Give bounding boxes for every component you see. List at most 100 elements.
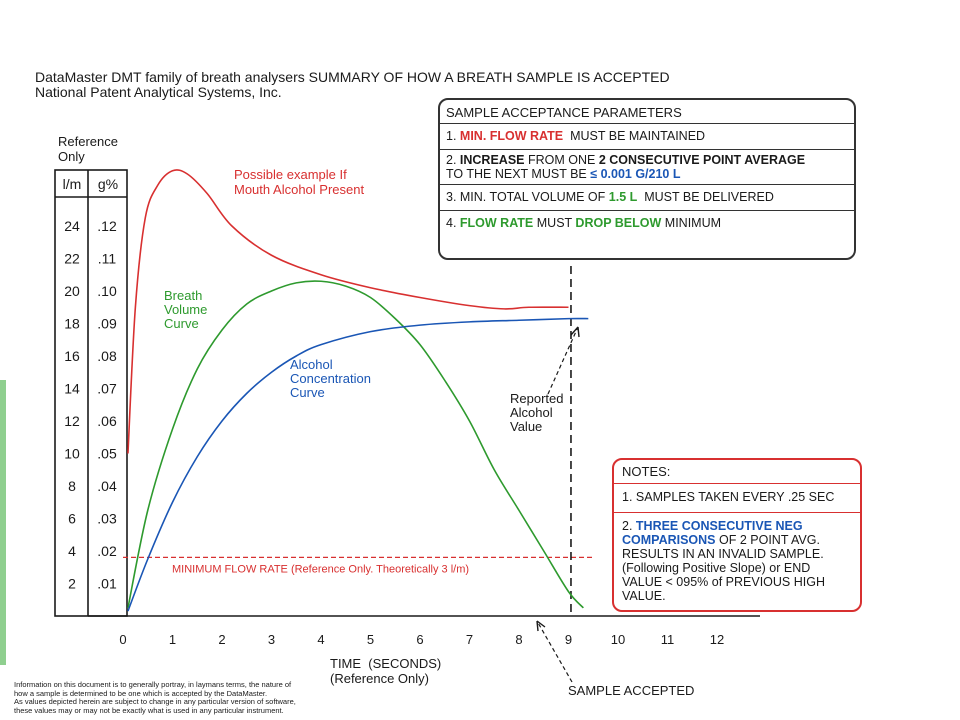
parameters-header: SAMPLE ACCEPTANCE PARAMETERS	[446, 105, 682, 120]
notes-box: NOTES: 1. SAMPLES TAKEN EVERY .25 SEC 2.…	[612, 458, 862, 612]
reported-label-line-2: Alcohol	[510, 405, 553, 420]
parameter-2: 2. INCREASE FROM ONE 2 CONSECUTIVE POINT…	[440, 149, 854, 184]
x-tick: 10	[611, 632, 625, 647]
reported-alcohol-value-label: Reported Alcohol Value	[510, 391, 567, 434]
param-4-text-end: MINIMUM	[661, 216, 722, 230]
alcohol-concentration-curve	[127, 317, 589, 612]
param-3-text: 3. MIN. TOTAL VOLUME OF	[446, 190, 609, 204]
x-axis-label: TIME (SECONDS) (Reference Only)	[330, 656, 441, 686]
param-2-line-2: TO THE NEXT MUST BE	[446, 167, 591, 181]
y-left-tick: 6	[68, 511, 76, 527]
y-left-tick: 2	[68, 576, 76, 592]
footer-line-3: As values depicted herein are subject to…	[14, 697, 296, 706]
y-right-tick: .06	[97, 413, 117, 429]
note-2: 2. THREE CONSECUTIVE NEG COMPARISONS OF …	[614, 513, 860, 606]
green-series-label: Breath Volume Curve	[164, 288, 211, 331]
blue-series-label-line-2: Concentration	[290, 371, 371, 386]
footer-line-4: these values may or may not be exactly w…	[14, 705, 284, 715]
y-left-tick: 20	[64, 283, 80, 299]
x-tick-labels: 0 1 2 3 4 5 6 7 8 9 10 11 12	[119, 632, 724, 647]
red-series-label-line-2: Mouth Alcohol Present	[234, 182, 364, 197]
y-right-tick: .09	[97, 316, 117, 332]
param-2-bold-2: 2 CONSECUTIVE POINT AVERAGE	[598, 153, 806, 167]
param-3-highlight: 1.5 L	[608, 190, 638, 204]
y-header-gpct: g%	[98, 176, 118, 192]
green-series-label-line-2: Volume	[164, 302, 207, 317]
footer-line-2: how a sample is determined to be one whi…	[14, 688, 268, 698]
red-series-label: Possible example If Mouth Alcohol Presen…	[234, 167, 364, 197]
y-left-tick: 10	[64, 446, 80, 462]
x-tick: 2	[218, 632, 225, 647]
x-tick: 1	[169, 632, 176, 647]
breath-volume-curve	[127, 280, 584, 609]
param-2-highlight: ≤ 0.001 G/210 L	[590, 167, 681, 181]
mouth-alcohol-curve	[127, 169, 569, 454]
note-1: 1. SAMPLES TAKEN EVERY .25 SEC	[614, 484, 860, 513]
param-2-bold-1: INCREASE	[459, 153, 525, 167]
green-series-label-line-3: Curve	[164, 316, 199, 331]
sample-accepted-arrowhead	[536, 620, 546, 632]
y-left-tick: 18	[64, 316, 80, 332]
reference-note-line-2: Only	[58, 149, 85, 164]
green-series-label-line-1: Breath	[164, 288, 202, 303]
y-left-tick: 8	[68, 478, 76, 494]
title-line-2: National Patent Analytical Systems, Inc.	[35, 84, 282, 100]
param-2-number: 2.	[446, 153, 460, 167]
y-right-tick: .03	[97, 511, 117, 527]
x-tick: 6	[416, 632, 423, 647]
param-4-highlight-2: DROP BELOW	[575, 216, 662, 230]
parameter-3: 3. MIN. TOTAL VOLUME OF 1.5 L MUST BE DE…	[440, 184, 854, 210]
sample-acceptance-parameters-box: SAMPLE ACCEPTANCE PARAMETERS 1. MIN. FLO…	[438, 98, 856, 260]
x-tick: 4	[317, 632, 324, 647]
y-right-tick: .07	[97, 381, 117, 397]
y-right-tick: .04	[97, 478, 117, 494]
notes-header: NOTES:	[614, 460, 860, 484]
param-1-text: MUST BE MAINTAINED	[563, 129, 706, 143]
reference-note-line-1: Reference	[58, 134, 118, 149]
sample-accepted-label: SAMPLE ACCEPTED	[568, 683, 695, 698]
x-axis-label-line-2: (Reference Only)	[330, 671, 429, 686]
x-tick: 11	[661, 632, 675, 647]
param-4-highlight-1: FLOW RATE	[459, 216, 534, 230]
footer-line-1: Information on this document is to gener…	[14, 680, 292, 689]
y-scale-table: l/m g%	[54, 169, 128, 617]
note-2-text: OF 2 POINT AVG. RESULTS IN AN INVALID SA…	[622, 533, 825, 603]
y-left-tick: 24	[64, 218, 80, 234]
y-right-tick: .08	[97, 348, 117, 364]
param-3-text-end: MUST BE DELIVERED	[637, 190, 774, 204]
title-line-1: DataMaster DMT family of breath analyser…	[35, 69, 670, 85]
x-tick: 9	[565, 632, 572, 647]
x-tick: 8	[515, 632, 522, 647]
parameter-1: 1. MIN. FLOW RATE MUST BE MAINTAINED	[440, 123, 854, 149]
x-axis-label-line-1: TIME (SECONDS)	[330, 656, 442, 671]
y-right-tick: .05	[97, 446, 117, 462]
y-left-tick: 22	[64, 251, 80, 267]
x-tick: 0	[119, 632, 126, 647]
y-right-tick: .02	[97, 543, 117, 559]
blue-series-label: Alcohol Concentration Curve	[290, 357, 375, 400]
y-left-tick: 16	[64, 348, 80, 364]
y-right-tick: .12	[97, 218, 117, 234]
y-header-lm: l/m	[63, 176, 82, 192]
page-title: DataMaster DMT family of breath analyser…	[35, 70, 670, 100]
y-left-tick: 14	[64, 381, 80, 397]
blue-series-label-line-3: Curve	[290, 385, 325, 400]
y-left-tick: 4	[68, 543, 76, 559]
param-4-text: MUST	[533, 216, 576, 230]
footer-disclaimer: Information on this document is to gener…	[14, 680, 334, 715]
x-tick: 3	[268, 632, 275, 647]
param-4-number: 4.	[446, 216, 460, 230]
left-edge-strip	[0, 380, 6, 665]
note-2-number: 2.	[622, 519, 636, 533]
parameter-4: 4. FLOW RATE MUST DROP BELOW MINIMUM	[440, 210, 854, 236]
param-1-highlight: MIN. FLOW RATE	[459, 129, 564, 143]
x-tick: 5	[367, 632, 374, 647]
note-2-highlight: THREE CONSECUTIVE NEG COMPARISONS	[622, 519, 803, 547]
y-right-tick: .11	[98, 251, 117, 267]
y-right-tick: .10	[97, 283, 117, 299]
reported-value-arrow	[547, 326, 579, 395]
sample-accepted-arrow	[536, 620, 573, 683]
y-right-tick: .01	[97, 576, 117, 592]
reported-label-line-1: Reported	[510, 391, 563, 406]
